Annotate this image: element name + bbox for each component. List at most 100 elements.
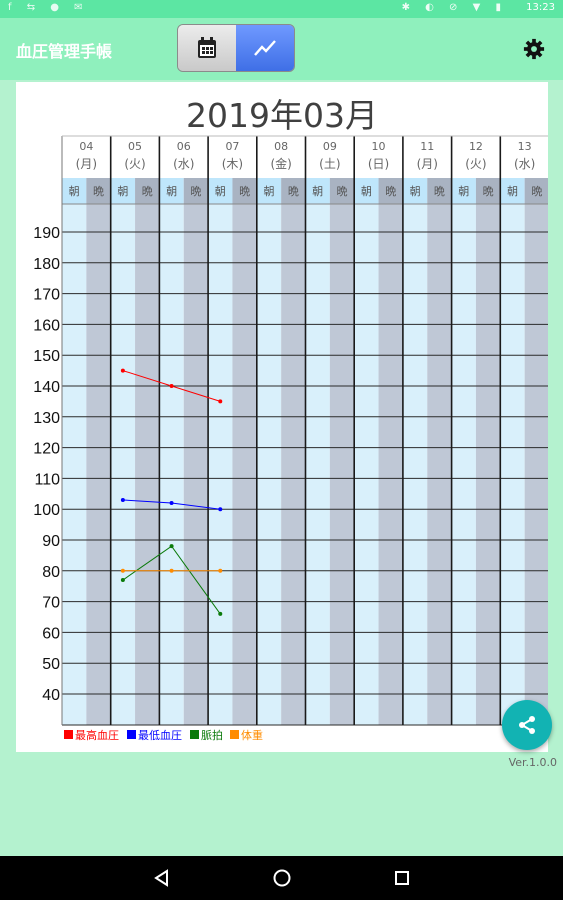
evening-slot-header xyxy=(524,178,548,204)
day-number: 12 xyxy=(469,140,483,153)
evening-column xyxy=(378,204,403,725)
chart-view-button[interactable] xyxy=(236,25,294,71)
morning-label: 朝 xyxy=(263,185,274,198)
evening-slot-header xyxy=(86,178,111,204)
legend-label: 最高血圧 xyxy=(75,728,119,742)
morning-column xyxy=(500,204,525,725)
day-weekday: (木) xyxy=(222,157,243,171)
day-weekday: (月) xyxy=(76,157,97,171)
data-point xyxy=(218,611,223,616)
morning-slot-header xyxy=(62,178,87,204)
evening-column xyxy=(183,204,209,725)
evening-label: 晩 xyxy=(337,185,348,198)
evening-label: 晩 xyxy=(385,185,396,198)
day-number: 11 xyxy=(420,140,434,153)
day-number: 07 xyxy=(225,140,239,153)
evening-label: 晩 xyxy=(483,185,494,198)
view-toggle xyxy=(177,24,295,72)
morning-label: 朝 xyxy=(361,185,372,198)
morning-label: 朝 xyxy=(117,185,128,198)
day-weekday: (火) xyxy=(465,157,486,171)
app-bar: 血圧管理手帳 xyxy=(0,18,563,80)
day-weekday: (日) xyxy=(368,157,389,171)
calendar-view-button[interactable] xyxy=(178,25,236,71)
line-chart-icon xyxy=(254,40,276,56)
evening-label: 晩 xyxy=(93,185,104,198)
morning-slot-header xyxy=(354,178,379,204)
day-number: 04 xyxy=(79,140,93,153)
evening-label: 晩 xyxy=(239,185,250,198)
morning-column xyxy=(62,204,87,725)
data-point xyxy=(120,578,125,583)
app-title: 血圧管理手帳 xyxy=(16,42,113,61)
y-tick-label: 40 xyxy=(42,687,60,704)
evening-column xyxy=(135,204,160,725)
y-tick-label: 190 xyxy=(33,225,60,242)
home-button[interactable] xyxy=(270,866,294,890)
share-button[interactable] xyxy=(502,700,552,750)
morning-column xyxy=(451,204,476,725)
morning-slot-header xyxy=(451,178,476,204)
morning-slot-header xyxy=(159,178,184,204)
morning-label: 朝 xyxy=(215,185,226,198)
evening-column xyxy=(281,204,306,725)
day-weekday: (金) xyxy=(270,156,291,171)
evening-slot-header xyxy=(329,178,355,204)
legend-label: 最低血圧 xyxy=(138,728,182,742)
morning-label: 朝 xyxy=(166,185,177,198)
y-tick-label: 60 xyxy=(42,625,60,642)
status-time: 13:23 xyxy=(526,2,555,13)
y-tick-label: 130 xyxy=(33,410,60,427)
status-right-icons: ✱ ◐ ⊘ ▼ ▮ xyxy=(401,2,507,13)
y-tick-label: 180 xyxy=(33,256,60,273)
morning-slot-header xyxy=(208,178,233,204)
morning-column xyxy=(256,204,282,725)
data-point xyxy=(169,384,174,388)
legend-label: 体重 xyxy=(241,728,263,742)
back-button[interactable] xyxy=(150,866,174,890)
evening-label: 晩 xyxy=(142,185,153,198)
y-tick-label: 160 xyxy=(33,317,60,334)
legend-swatch xyxy=(190,730,199,739)
recents-icon xyxy=(395,871,409,885)
day-number: 06 xyxy=(177,140,191,153)
morning-label: 朝 xyxy=(69,185,80,198)
morning-slot-header xyxy=(402,178,428,204)
day-weekday: (火) xyxy=(124,157,145,171)
y-tick-label: 120 xyxy=(33,441,60,458)
gear-icon[interactable] xyxy=(523,38,545,60)
morning-column xyxy=(159,204,184,725)
day-weekday: (土) xyxy=(319,157,340,171)
day-number: 13 xyxy=(518,140,532,153)
evening-slot-header xyxy=(427,178,452,204)
day-weekday: (水) xyxy=(514,157,535,171)
legend-label: 脈拍 xyxy=(201,728,223,742)
data-point xyxy=(218,507,223,512)
evening-label: 晩 xyxy=(531,185,542,198)
legend-swatch xyxy=(64,730,73,739)
evening-column xyxy=(86,204,111,725)
data-point xyxy=(169,544,174,549)
day-number: 05 xyxy=(128,140,142,153)
evening-label: 晩 xyxy=(434,185,445,198)
y-tick-label: 150 xyxy=(33,348,60,365)
morning-label: 朝 xyxy=(312,185,323,198)
data-point xyxy=(120,368,125,373)
morning-slot-header xyxy=(110,178,136,204)
y-tick-label: 100 xyxy=(33,502,60,519)
day-weekday: (月) xyxy=(417,157,438,171)
y-tick-label: 140 xyxy=(33,379,60,396)
data-point xyxy=(218,399,223,404)
recents-button[interactable] xyxy=(390,866,414,890)
evening-slot-header xyxy=(183,178,209,204)
morning-slot-header xyxy=(305,178,330,204)
y-tick-label: 50 xyxy=(42,656,60,673)
data-point xyxy=(169,568,174,573)
legend-swatch xyxy=(127,730,136,739)
day-number: 08 xyxy=(274,140,288,153)
morning-column xyxy=(305,204,330,725)
morning-label: 朝 xyxy=(410,185,421,198)
evening-column xyxy=(329,204,355,725)
chart-card: 2019年03月 40 50 60 70 80 90 100 110 120 130 140 150 1… xyxy=(16,82,548,752)
bp-chart: 40 50 60 70 80 90 100 110 120 130 140 150 160 170 180 1… xyxy=(33,135,548,742)
